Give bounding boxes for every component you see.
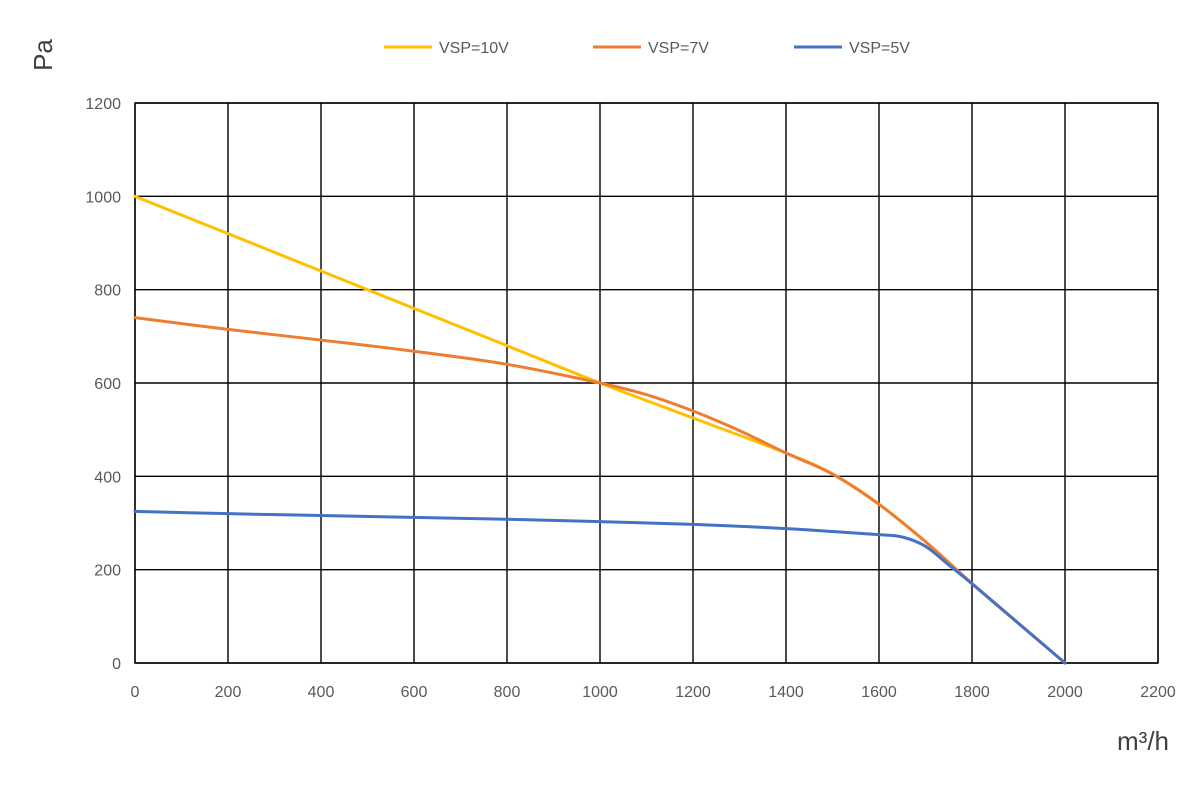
legend-label: VSP=5V	[849, 40, 910, 57]
x-tick-label: 600	[401, 684, 428, 701]
legend-label: VSP=7V	[648, 40, 709, 57]
y-axis-title: Pa	[28, 39, 58, 71]
y-tick-label: 1200	[85, 96, 121, 113]
x-axis-title: m³/h	[1117, 726, 1169, 756]
legend-item: VSP=5V	[794, 40, 910, 57]
x-tick-label: 1000	[582, 684, 618, 701]
tick-labels: 0 200 400 600 800 1000 1200 1400 1600 1800 2000 220…	[85, 96, 1175, 701]
legend-item: VSP=10V	[384, 40, 509, 57]
y-tick-label: 0	[112, 656, 121, 673]
x-tick-label: 0	[131, 684, 140, 701]
plot-border	[134, 102, 1159, 664]
series-line-vsp-5v	[133, 509, 1067, 665]
y-tick-label: 800	[94, 283, 121, 300]
legend-label: VSP=10V	[439, 40, 509, 57]
legend: VSP=10V VSP=7V VSP=5V	[384, 40, 910, 57]
y-tick-label: 200	[94, 563, 121, 580]
x-tick-label: 200	[215, 684, 242, 701]
x-tick-label: 800	[494, 684, 521, 701]
series-line-vsp-7v	[133, 316, 1067, 665]
x-tick-label: 2000	[1047, 684, 1083, 701]
series-lines	[133, 194, 1067, 665]
grid	[134, 102, 1159, 664]
y-tick-label: 400	[94, 469, 121, 486]
x-tick-label: 400	[308, 684, 335, 701]
x-tick-label: 1200	[675, 684, 711, 701]
x-tick-label: 1400	[768, 684, 804, 701]
y-tick-label: 1000	[85, 189, 121, 206]
y-tick-label: 600	[94, 376, 121, 393]
legend-item: VSP=7V	[593, 40, 709, 57]
x-tick-label: 1600	[861, 684, 897, 701]
x-tick-label: 2200	[1140, 684, 1176, 701]
x-tick-label: 1800	[954, 684, 990, 701]
